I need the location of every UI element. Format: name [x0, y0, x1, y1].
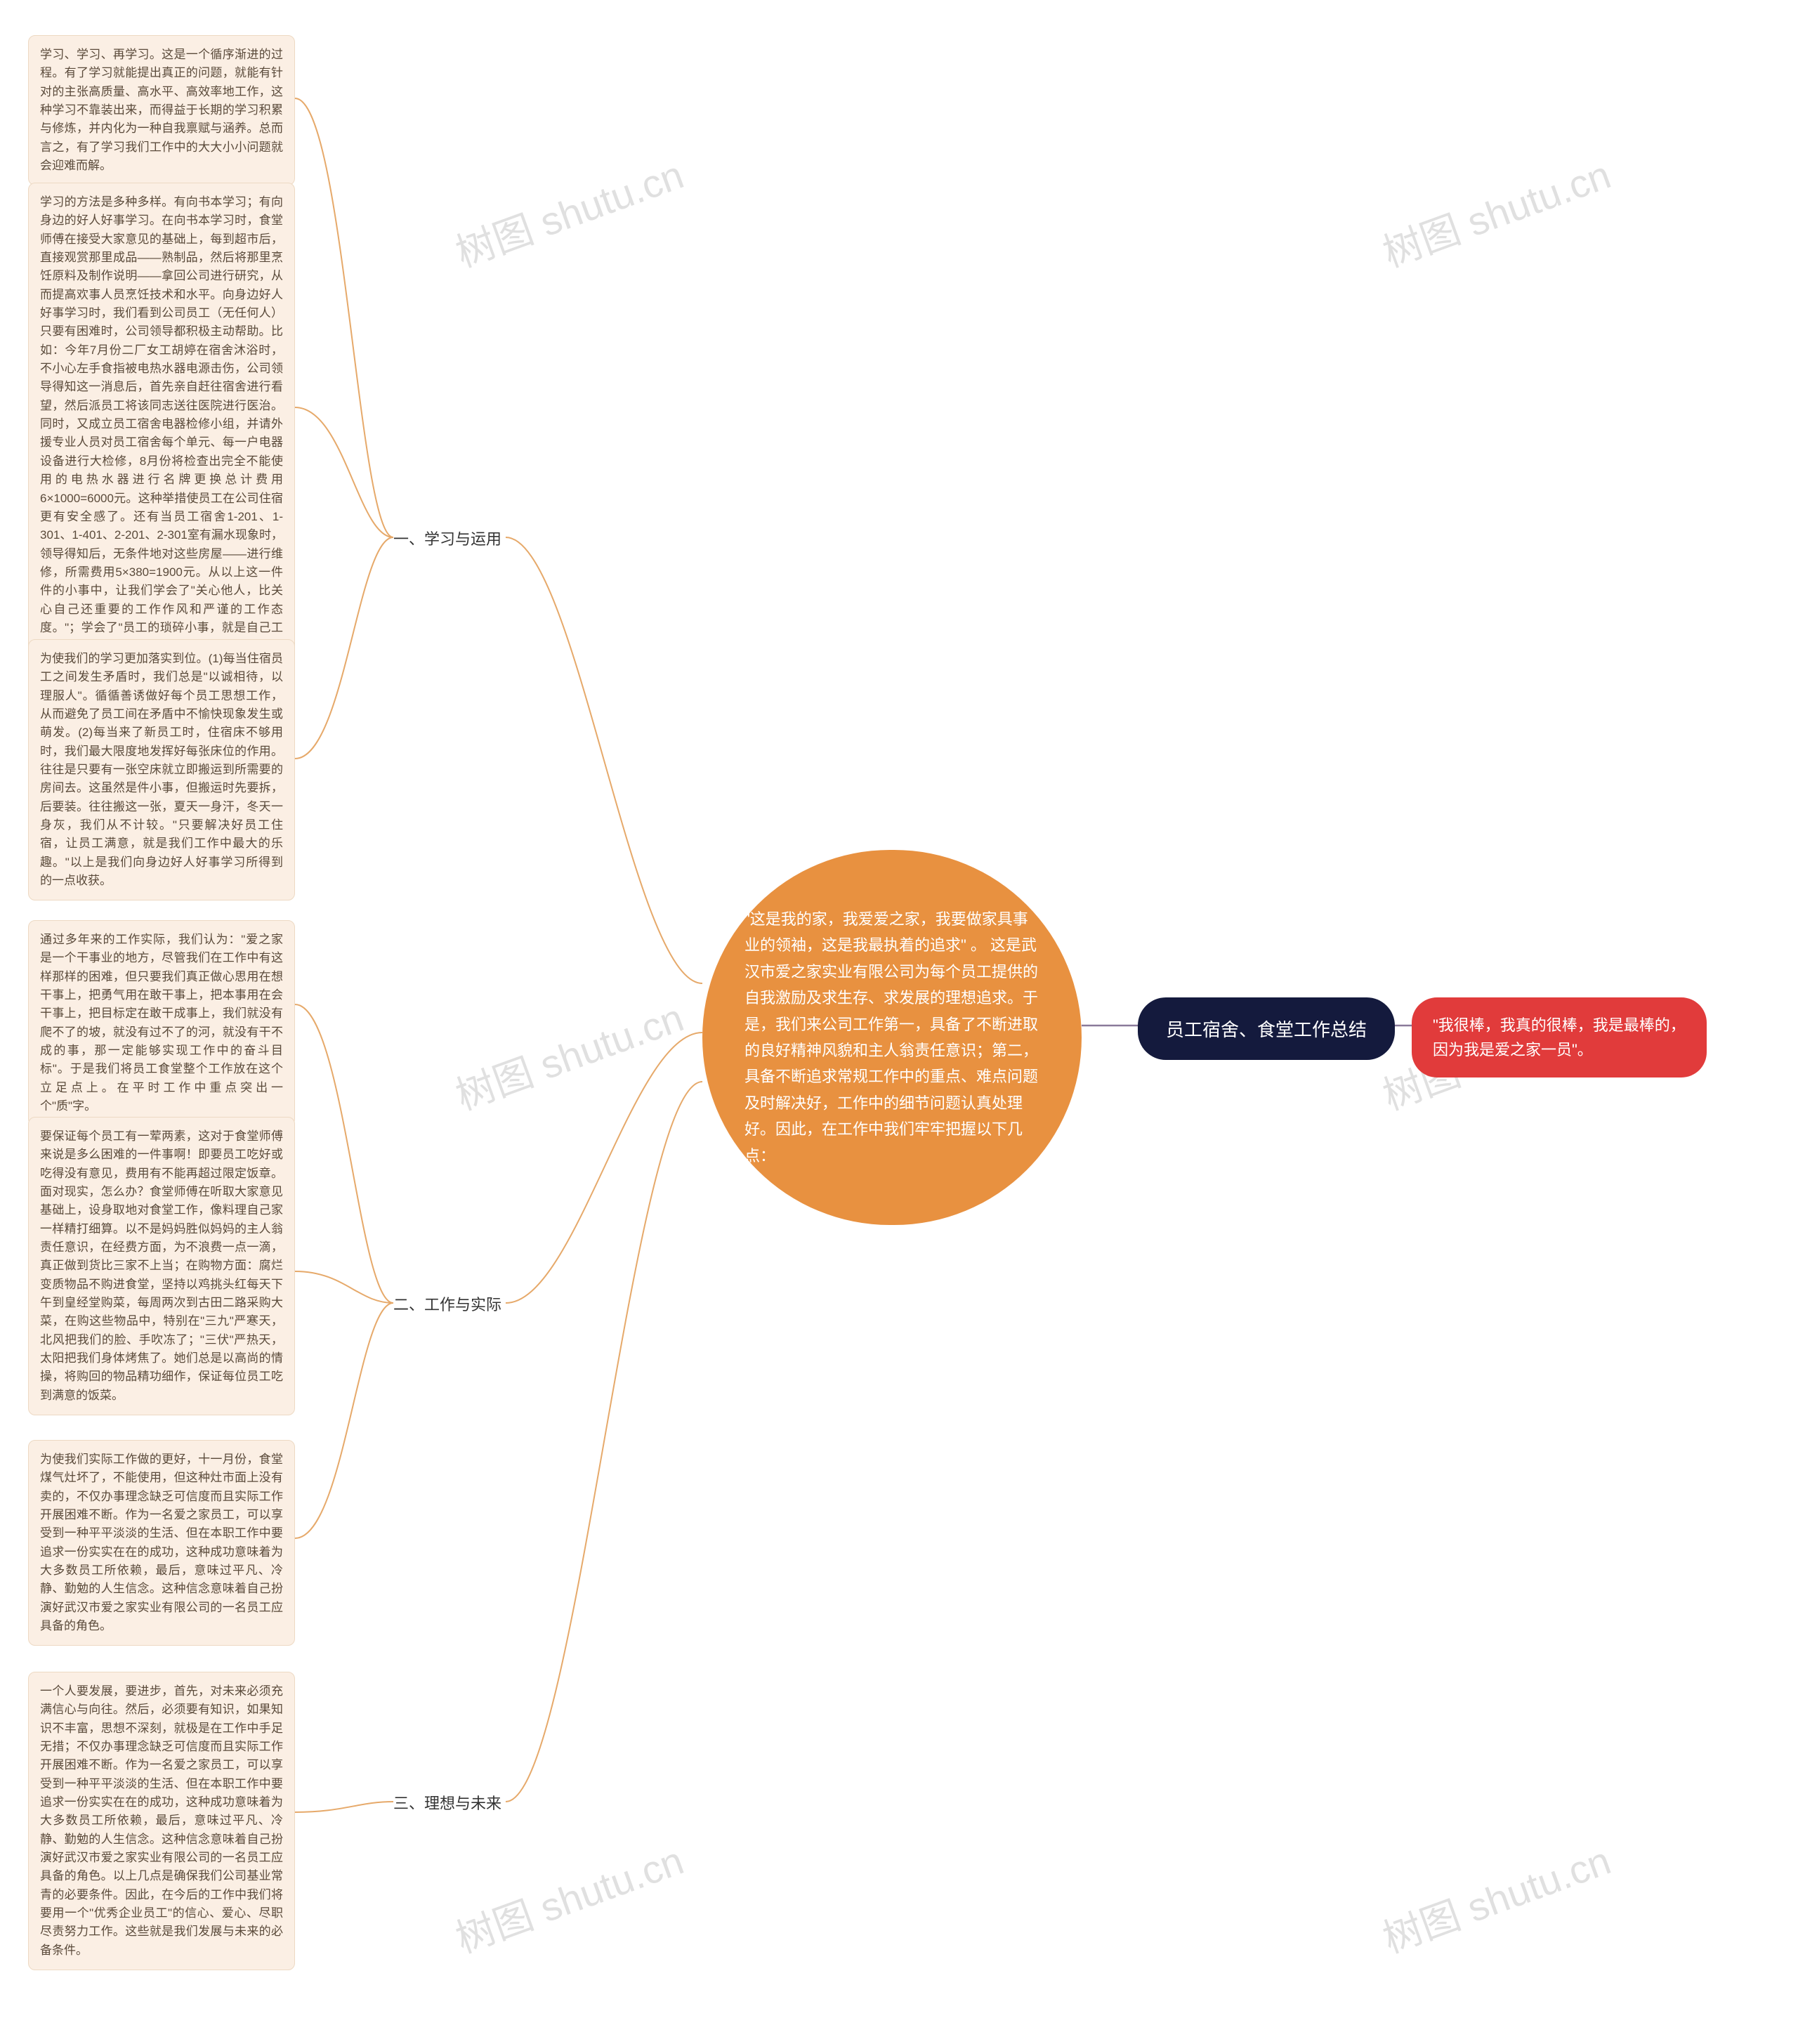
- section-label-1[interactable]: 一、学习与运用: [393, 527, 501, 549]
- leaf-2-1-text: 通过多年来的工作实际，我们认为："爱之家是一个干事业的地方，尽管我们在工作中有这…: [40, 933, 283, 1113]
- intro-blurb[interactable]: "这是我的家，我爱爱之家，我要做家具事业的领袖，这是我最执着的追求" 。 这是武…: [702, 850, 1082, 1225]
- leaf-2-3[interactable]: 为使我们实际工作做的更好，十一月份，食堂煤气灶坏了，不能使用，但这种灶市面上没有…: [28, 1440, 295, 1646]
- section-label-3[interactable]: 三、理想与未来: [393, 1791, 501, 1814]
- watermark: 树图 shutu.cn: [1374, 143, 1617, 278]
- leaf-3-1[interactable]: 一个人要发展，要进步，首先，对未来必须充满信心与向往。然后，必须要有知识，如果知…: [28, 1672, 295, 1970]
- leaf-2-3-text: 为使我们实际工作做的更好，十一月份，食堂煤气灶坏了，不能使用，但这种灶市面上没有…: [40, 1453, 283, 1632]
- leaf-1-1[interactable]: 学习、学习、再学习。这是一个循序渐进的过程。有了学习就能提出真正的问题，就能有针…: [28, 35, 295, 185]
- leaf-2-1[interactable]: 通过多年来的工作实际，我们认为："爱之家是一个干事业的地方，尽管我们在工作中有这…: [28, 920, 295, 1126]
- section-label-2-text: 二、工作与实际: [393, 1296, 501, 1313]
- section-label-1-text: 一、学习与运用: [393, 530, 501, 548]
- watermark: 树图 shutu.cn: [447, 143, 690, 278]
- intro-blurb-text: "这是我的家，我爱爱之家，我要做家具事业的领袖，这是我最执着的追求" 。 这是武…: [744, 910, 1038, 1165]
- leaf-1-2[interactable]: 学习的方法是多种多样。有向书本学习；有向身边的好人好事学习。在向书本学习时，食堂…: [28, 183, 295, 685]
- slogan-text: "我很棒，我真的很棒，我是最棒的，因为我是爱之家一员"。: [1433, 1016, 1686, 1059]
- leaf-1-1-text: 学习、学习、再学习。这是一个循序渐进的过程。有了学习就能提出真正的问题，就能有针…: [40, 48, 283, 172]
- watermark: 树图 shutu.cn: [1374, 1829, 1617, 1964]
- root-node[interactable]: 员工宿舍、食堂工作总结: [1138, 997, 1395, 1060]
- watermark: 树图 shutu.cn: [447, 1829, 690, 1964]
- watermark: 树图 shutu.cn: [447, 986, 690, 1121]
- leaf-2-2-text: 要保证每个员工有一荤两素，这对于食堂师傅来说是多么困难的一件事啊！即要员工吃好或…: [40, 1129, 283, 1402]
- slogan-node[interactable]: "我很棒，我真的很棒，我是最棒的，因为我是爱之家一员"。: [1412, 997, 1707, 1077]
- section-label-3-text: 三、理想与未来: [393, 1795, 501, 1812]
- section-label-2[interactable]: 二、工作与实际: [393, 1292, 501, 1315]
- leaf-1-3[interactable]: 为使我们的学习更加落实到位。(1)每当住宿员工之间发生矛盾时，我们总是"以诚相待…: [28, 639, 295, 900]
- root-label: 员工宿舍、食堂工作总结: [1166, 1019, 1367, 1040]
- leaf-2-2[interactable]: 要保证每个员工有一荤两素，这对于食堂师傅来说是多么困难的一件事啊！即要员工吃好或…: [28, 1117, 295, 1415]
- leaf-3-1-text: 一个人要发展，要进步，首先，对未来必须充满信心与向往。然后，必须要有知识，如果知…: [40, 1684, 283, 1957]
- leaf-1-2-text: 学习的方法是多种多样。有向书本学习；有向身边的好人好事学习。在向书本学习时，食堂…: [40, 195, 283, 671]
- leaf-1-3-text: 为使我们的学习更加落实到位。(1)每当住宿员工之间发生矛盾时，我们总是"以诚相待…: [40, 652, 283, 887]
